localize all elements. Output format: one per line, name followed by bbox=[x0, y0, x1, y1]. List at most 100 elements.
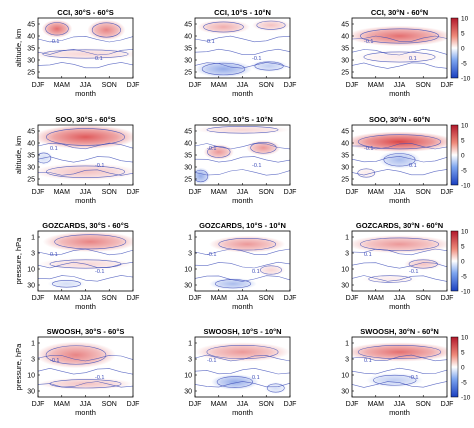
colorbar-tick-label: 5 bbox=[461, 138, 465, 145]
colorbar bbox=[450, 336, 459, 398]
x-tick-label: DJF bbox=[189, 401, 202, 408]
x-tick-label: DJF bbox=[441, 401, 454, 408]
contour-line bbox=[195, 35, 290, 43]
contour-label: 0.1 bbox=[364, 252, 372, 258]
x-axis-label: month bbox=[232, 302, 253, 311]
x-tick-label: JJA bbox=[80, 401, 92, 408]
y-tick-label: 1 bbox=[188, 235, 192, 242]
x-tick-label: DJF bbox=[346, 189, 359, 196]
data-blob bbox=[38, 150, 54, 166]
panel-title: SOO, 10°S - 10°N bbox=[212, 115, 273, 124]
contour-line bbox=[352, 248, 447, 256]
x-axis-label: month bbox=[389, 302, 410, 311]
x-tick-label: MAM bbox=[368, 82, 385, 89]
x-tick-label: MAM bbox=[211, 401, 228, 408]
contour-line bbox=[195, 275, 290, 282]
colorbar-tick-label: -5 bbox=[461, 380, 467, 387]
colorbar-tick-label: -10 bbox=[461, 76, 471, 83]
contour-line bbox=[195, 143, 290, 150]
contour-label: -0.1 bbox=[50, 39, 59, 45]
x-tick-label: DJF bbox=[189, 82, 202, 89]
y-tick-label: 30 bbox=[341, 165, 349, 172]
contour-line bbox=[195, 169, 290, 176]
contour-line bbox=[46, 165, 125, 178]
colorbar-tick-label: -10 bbox=[461, 395, 471, 402]
y-tick-label: 25 bbox=[341, 70, 349, 77]
y-tick-label: 30 bbox=[184, 389, 192, 396]
contour-line bbox=[195, 169, 209, 183]
contour-line bbox=[373, 374, 417, 386]
x-tick-label: DJF bbox=[346, 295, 359, 302]
heatmap-field: 0.1 -0.1 bbox=[352, 342, 447, 388]
contour-label: -0.1 bbox=[364, 39, 373, 45]
heatmap-field: 0.1 -0.1 bbox=[38, 125, 133, 181]
contour-line bbox=[195, 367, 290, 375]
contour-line bbox=[51, 280, 82, 288]
colorbar-tick-label: -5 bbox=[461, 168, 467, 175]
contour-label: 0.1 bbox=[409, 163, 417, 169]
contour-label: -0.1 bbox=[207, 146, 216, 152]
contour-line bbox=[54, 234, 127, 250]
y-tick-label: 40 bbox=[341, 34, 349, 41]
contour-line bbox=[352, 48, 447, 56]
x-tick-label: MAM bbox=[54, 401, 71, 408]
y-tick-label: 45 bbox=[27, 129, 35, 136]
x-tick-label: SON bbox=[259, 189, 274, 196]
y-tick-label: 10 bbox=[27, 373, 35, 380]
y-tick-label: 25 bbox=[184, 70, 192, 77]
y-tick-label: 30 bbox=[27, 165, 35, 172]
colorbar-tick-label: 0 bbox=[461, 46, 465, 53]
panel-title: SWOOSH, 30°N - 60°N bbox=[360, 327, 439, 336]
panel-title: SOO, 30°S - 60°S bbox=[55, 115, 115, 124]
x-tick-label: SON bbox=[102, 189, 117, 196]
colorbar bbox=[450, 124, 459, 186]
contour-line bbox=[357, 344, 442, 360]
y-tick-label: 10 bbox=[184, 267, 192, 274]
y-tick-label: 35 bbox=[27, 153, 35, 160]
y-tick-label: 35 bbox=[27, 46, 35, 53]
contour-line bbox=[195, 48, 290, 55]
contour-label: -0.1 bbox=[207, 358, 216, 364]
colorbar-tick-label: 10 bbox=[461, 123, 469, 130]
contour-line bbox=[38, 48, 133, 56]
contour-line bbox=[195, 381, 290, 388]
y-tick-label: 1 bbox=[31, 235, 35, 242]
y-tick-label: 10 bbox=[27, 267, 35, 274]
contour-label: 0.1 bbox=[409, 56, 417, 62]
x-tick-label: SON bbox=[259, 82, 274, 89]
y-tick-label: 3 bbox=[345, 251, 349, 258]
panel-title: CCI, 30°S - 60°S bbox=[57, 8, 113, 17]
contour-label: 0.1 bbox=[95, 56, 103, 62]
contour-line bbox=[207, 146, 231, 158]
heatmap-field: -0.1 -0.1 bbox=[195, 125, 290, 185]
contour-line bbox=[38, 152, 52, 164]
y-tick-label: 3 bbox=[188, 251, 192, 258]
x-tick-label: MAM bbox=[368, 295, 385, 302]
y-tick-label: 3 bbox=[31, 251, 35, 258]
y-tick-label: 25 bbox=[27, 70, 35, 77]
heatmap-field: -0.1 -0.1 bbox=[38, 341, 133, 390]
x-tick-label: SON bbox=[416, 401, 431, 408]
x-axis-label: month bbox=[75, 408, 96, 417]
heatmap-field: -0.1 0.1 bbox=[38, 19, 133, 69]
contour-label: 0.1 bbox=[50, 252, 58, 258]
panel-title: SWOOSH, 10°S - 10°N bbox=[203, 327, 281, 336]
y-tick-label: 45 bbox=[184, 22, 192, 29]
x-tick-label: DJF bbox=[189, 189, 202, 196]
contour-line bbox=[195, 261, 290, 269]
panel-title: GOZCARDS, 10°S - 10°N bbox=[199, 221, 286, 230]
x-tick-label: JJA bbox=[237, 401, 249, 408]
contour-line bbox=[218, 238, 277, 251]
contour-line bbox=[195, 156, 290, 163]
contour-line bbox=[45, 22, 69, 36]
panel-2: 0.1 -0.1 CCI, 10°S - 10°N DJF MAM JJA SON DJF mo… bbox=[184, 8, 296, 98]
contour-line bbox=[352, 62, 447, 69]
contour-line bbox=[38, 367, 133, 375]
x-tick-label: DJF bbox=[32, 401, 45, 408]
y-tick-label: 25 bbox=[341, 177, 349, 184]
contour-line bbox=[38, 354, 133, 362]
data-blob bbox=[352, 25, 447, 47]
x-axis-label: month bbox=[75, 89, 96, 98]
x-tick-label: DJF bbox=[441, 82, 454, 89]
panel-3: -0.1 0.1 CCI, 30°N - 60°N DJF MAM JJA SON DJF mo… bbox=[341, 8, 471, 98]
